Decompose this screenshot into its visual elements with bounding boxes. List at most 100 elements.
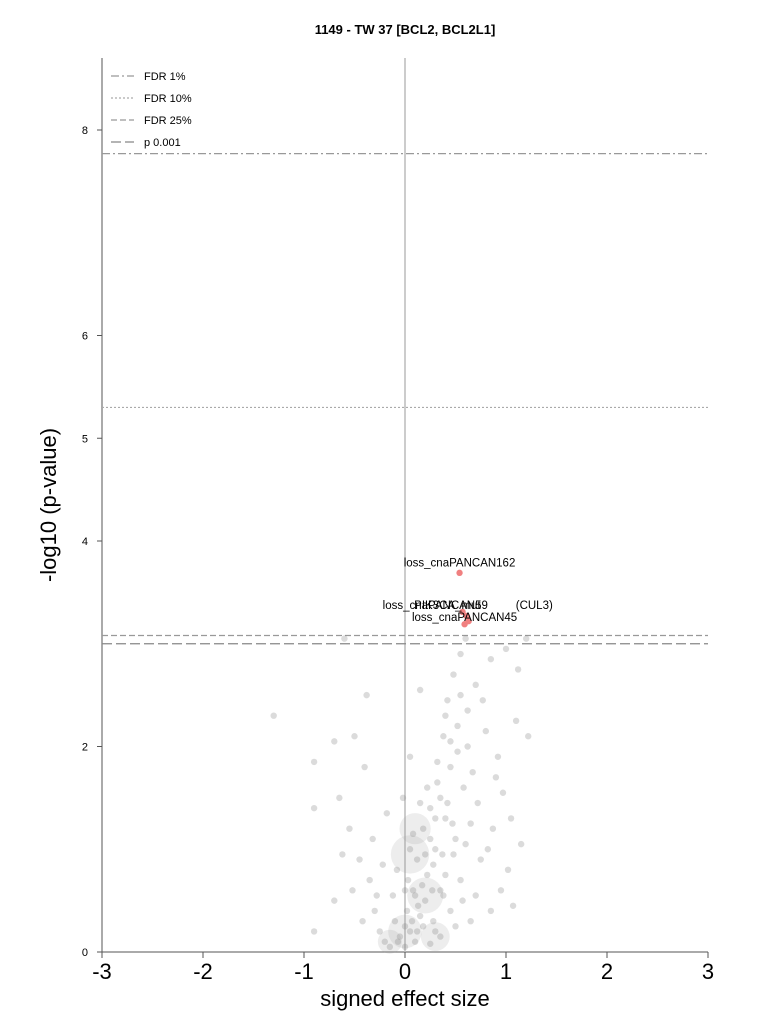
legend-label-3: p 0.001 (144, 137, 181, 149)
point-84 (484, 846, 492, 853)
point-117 (406, 846, 414, 853)
point-101 (489, 825, 497, 832)
y-tick-label-3: 5 (82, 433, 88, 445)
point-67 (457, 876, 464, 884)
point-55 (512, 717, 520, 725)
point-4 (331, 897, 338, 904)
point-75 (430, 861, 437, 868)
point-49 (482, 727, 489, 735)
point-105 (408, 917, 416, 925)
point-87 (359, 917, 366, 925)
point-106 (418, 882, 426, 889)
point-92 (404, 876, 412, 884)
point-53 (502, 645, 510, 653)
legend-label-1: FDR 10% (144, 93, 192, 105)
point-26 (416, 912, 424, 920)
point-50 (487, 655, 495, 663)
point-100 (479, 697, 486, 704)
legend-label-0: FDR 1% (144, 71, 186, 83)
point-7 (351, 733, 358, 740)
point-111 (472, 892, 479, 899)
highlight-point-1 (459, 608, 466, 616)
point-46 (467, 820, 474, 827)
point-63 (413, 928, 421, 935)
legend-label-2: FDR 25% (144, 115, 192, 127)
point-21 (403, 907, 411, 915)
point-30 (427, 804, 434, 812)
x-tick-label-0: -3 (92, 959, 112, 984)
x-tick-label-1: -2 (193, 959, 213, 984)
x-tick-label-6: 3 (702, 959, 714, 984)
bubble-3 (388, 914, 422, 949)
point-9 (331, 738, 338, 745)
point-28 (422, 897, 429, 904)
point-121 (447, 738, 454, 745)
point-6 (363, 691, 370, 699)
point-42 (457, 650, 464, 658)
point-86 (504, 866, 512, 873)
point-103 (509, 902, 517, 909)
point-57 (517, 840, 525, 848)
point-10 (361, 763, 368, 771)
point-label-0: loss_cnaPANCAN162 (404, 558, 516, 570)
point-22 (406, 928, 414, 935)
point-78 (424, 784, 431, 791)
point-82 (464, 707, 471, 714)
point-99 (469, 768, 476, 776)
highlight-point-2 (463, 612, 470, 620)
point-54 (507, 815, 515, 822)
y-tick-label-1: 2 (82, 742, 88, 754)
point-112 (401, 923, 409, 930)
x-axis-label: signed effect size (320, 986, 490, 1011)
point-64 (427, 940, 434, 947)
point-73 (383, 810, 391, 817)
point-39 (450, 671, 457, 678)
point-85 (494, 753, 502, 760)
x-tick-label-5: 2 (601, 959, 613, 984)
bubble-1 (390, 835, 430, 874)
highlight-point-0 (456, 569, 463, 577)
point-18 (391, 917, 399, 925)
point-88 (349, 887, 356, 894)
point-37 (444, 697, 451, 704)
point-116 (401, 887, 409, 894)
point-76 (440, 892, 447, 899)
point-11 (346, 825, 353, 832)
point-label-4: loss_cnaPANCAN45 (412, 612, 517, 624)
point-24 (411, 938, 419, 945)
point-40 (452, 835, 459, 843)
point-43 (460, 784, 467, 791)
point-34 (437, 887, 444, 894)
point-113 (411, 892, 419, 899)
point-51 (492, 774, 500, 781)
point-20 (401, 943, 409, 951)
point-83 (474, 799, 481, 807)
point-48 (477, 856, 484, 863)
point-97 (449, 820, 456, 827)
point-36 (442, 815, 449, 822)
point-71 (379, 861, 386, 868)
bubble-5 (420, 922, 450, 951)
point-93 (414, 902, 422, 909)
point-122 (457, 691, 464, 699)
point-52 (497, 887, 505, 894)
point-89 (339, 851, 346, 858)
y-tick-label-2: 4 (82, 536, 88, 548)
point-102 (499, 789, 507, 796)
point-31 (430, 917, 437, 925)
y-tick-label-5: 8 (82, 125, 88, 137)
point-1 (310, 758, 318, 766)
point-80 (444, 799, 451, 807)
point-3 (336, 794, 343, 802)
point-98 (459, 897, 466, 904)
point-19 (396, 933, 404, 940)
y-tick-label-4: 6 (82, 331, 88, 343)
point-60 (416, 686, 424, 694)
x-tick-label-3: 0 (399, 959, 411, 984)
point-66 (447, 907, 454, 915)
point-label-1: loss_cnaPANCAN59 (383, 600, 488, 612)
bubble-0 (399, 813, 431, 845)
point-58 (523, 635, 530, 642)
